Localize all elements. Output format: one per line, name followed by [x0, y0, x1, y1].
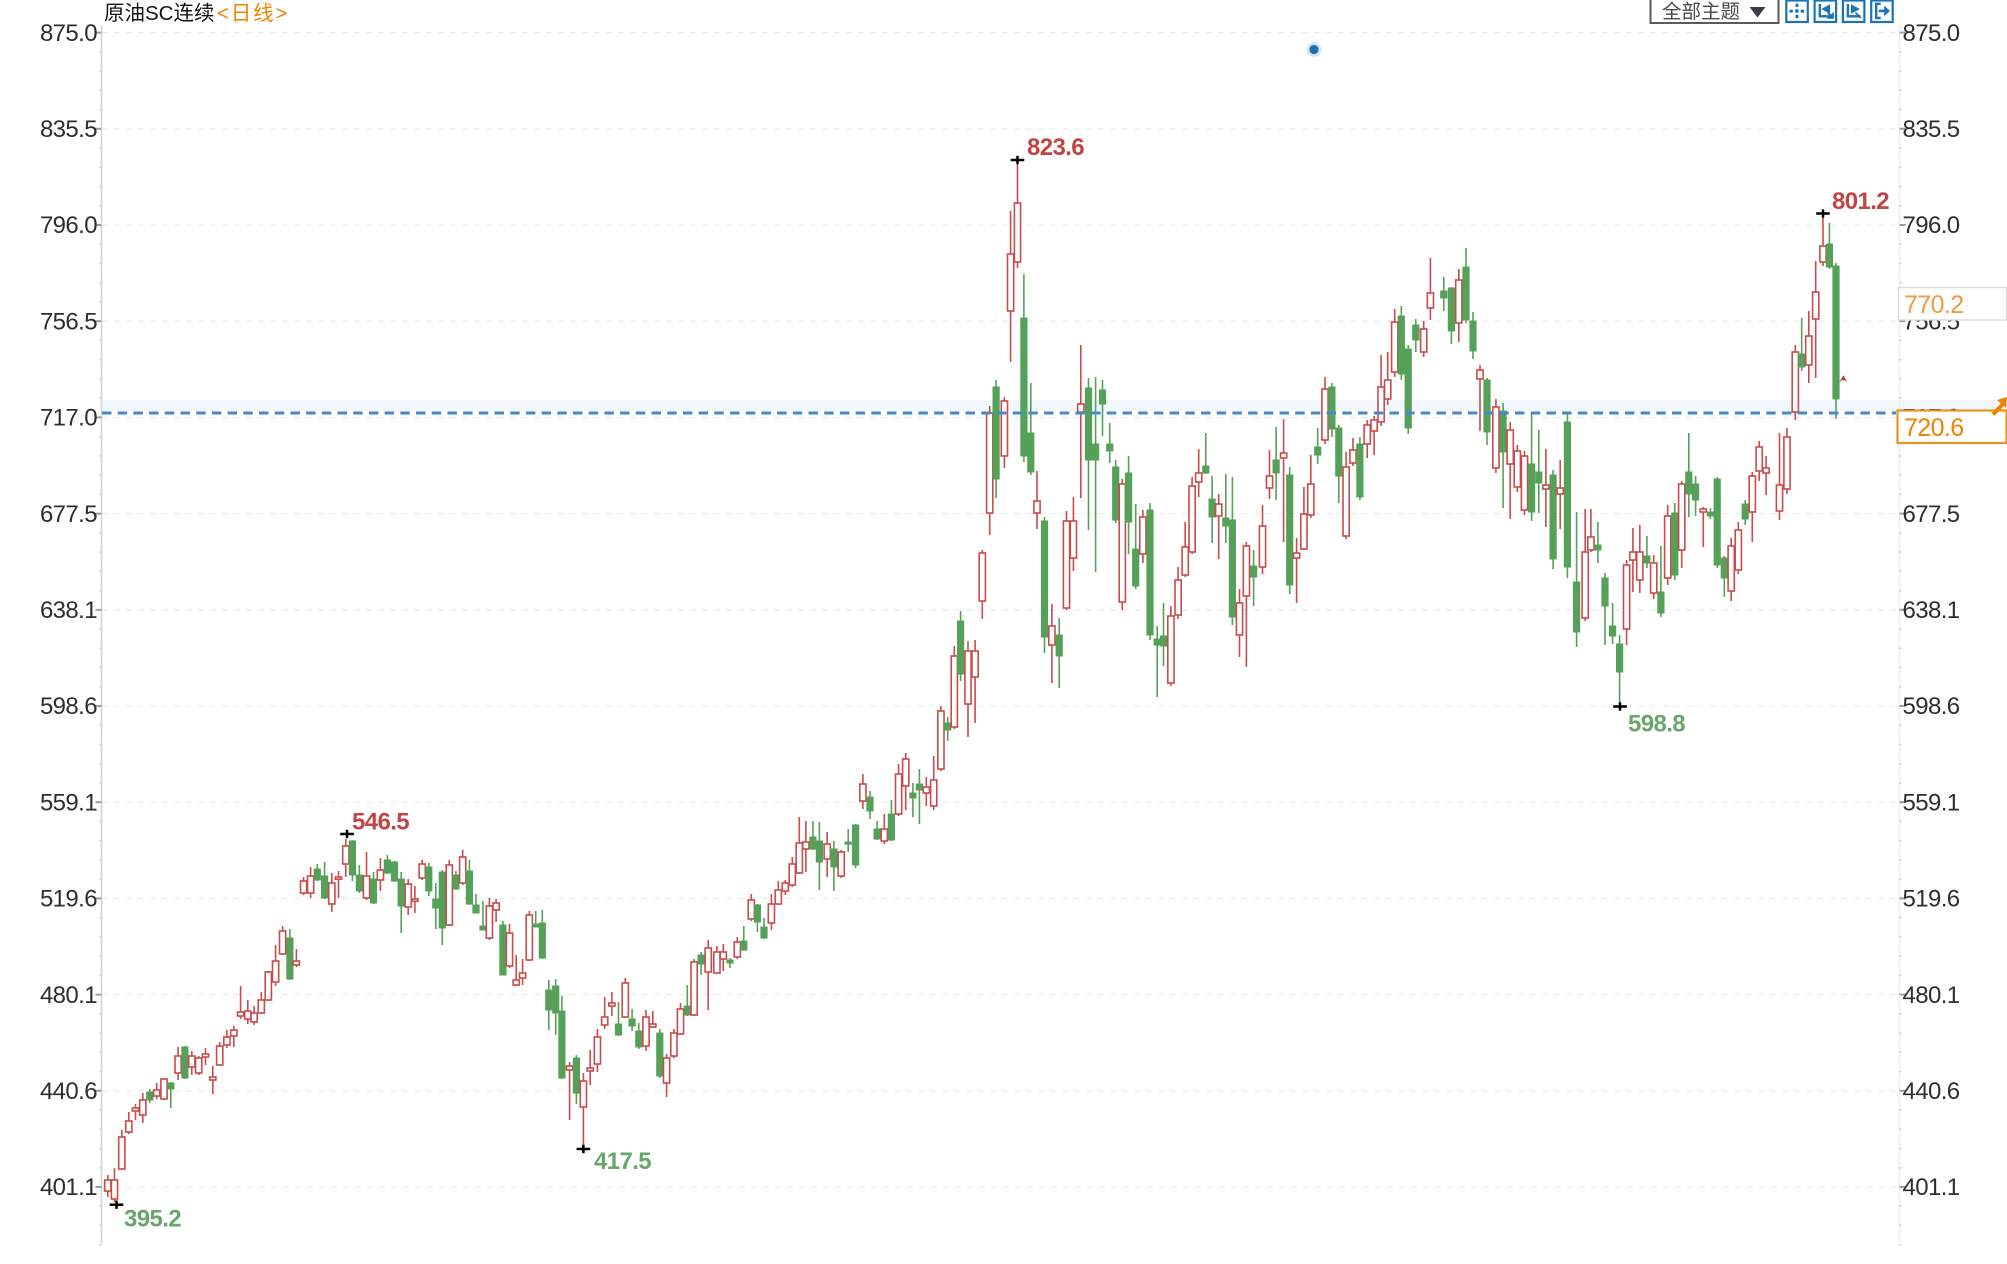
svg-text:519.6: 519.6 [1903, 886, 1960, 913]
svg-text:598.6: 598.6 [1903, 693, 1960, 720]
svg-text:598.6: 598.6 [40, 693, 97, 720]
svg-text:801.2: 801.2 [1832, 188, 1889, 215]
svg-text:823.6: 823.6 [1027, 134, 1084, 161]
svg-text:796.0: 796.0 [1903, 212, 1960, 239]
svg-text:796.0: 796.0 [40, 212, 97, 239]
svg-text:835.5: 835.5 [1903, 116, 1960, 143]
svg-text:546.5: 546.5 [352, 809, 409, 836]
svg-text:440.6: 440.6 [40, 1078, 97, 1105]
svg-text:756.5: 756.5 [40, 308, 97, 335]
svg-text:401.1: 401.1 [40, 1174, 97, 1201]
svg-text:875.0: 875.0 [40, 20, 97, 47]
svg-text:440.6: 440.6 [1903, 1078, 1960, 1105]
svg-text:677.5: 677.5 [40, 501, 97, 528]
svg-text:559.1: 559.1 [40, 789, 97, 816]
svg-text:559.1: 559.1 [1903, 789, 1960, 816]
svg-text:638.1: 638.1 [1903, 597, 1960, 624]
svg-text:717.0: 717.0 [40, 405, 97, 432]
svg-text:417.5: 417.5 [594, 1148, 651, 1175]
svg-text:598.8: 598.8 [1628, 711, 1685, 738]
svg-text:638.1: 638.1 [40, 597, 97, 624]
svg-text:395.2: 395.2 [124, 1206, 181, 1233]
svg-text:401.1: 401.1 [1903, 1174, 1960, 1201]
svg-text:480.1: 480.1 [1903, 982, 1960, 1009]
svg-text:全部主题: 全部主题 [1662, 1, 1740, 23]
svg-text:677.5: 677.5 [1903, 501, 1960, 528]
svg-text:519.6: 519.6 [40, 886, 97, 913]
svg-text:875.0: 875.0 [1903, 20, 1960, 47]
svg-text:<日线>: <日线> [217, 2, 289, 25]
svg-text:原油SC连续: 原油SC连续 [104, 2, 214, 25]
svg-text:480.1: 480.1 [40, 982, 97, 1009]
svg-text:720.6: 720.6 [1904, 414, 1964, 442]
svg-text:770.2: 770.2 [1904, 291, 1964, 319]
svg-text:835.5: 835.5 [40, 116, 97, 143]
